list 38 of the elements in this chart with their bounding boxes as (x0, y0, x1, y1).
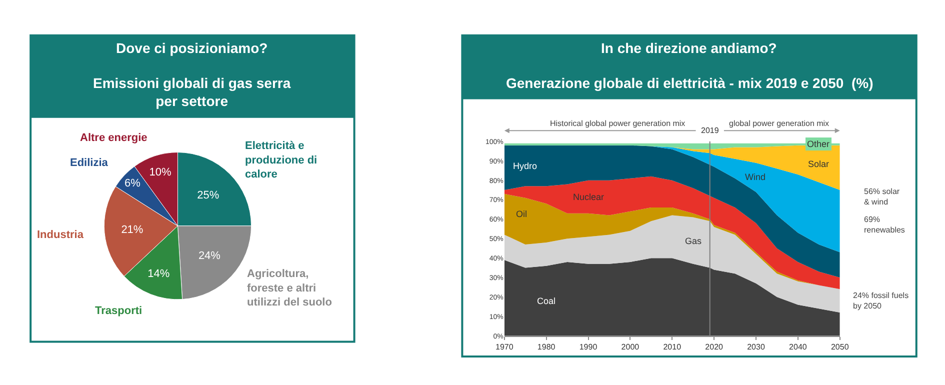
data-label: 10% (149, 166, 172, 178)
data-label: 24% (198, 250, 221, 262)
text: 69% renewables (864, 215, 905, 234)
slice-label: Agricoltura, foreste e altri utilizzi del suolo (247, 268, 332, 309)
series-label: Nuclear (573, 192, 604, 202)
x-tick-label: 2020 (705, 342, 724, 352)
ref-line-label: 2019 (701, 126, 720, 135)
x-tick-label: 2010 (663, 342, 682, 352)
x-tick-label: 1980 (537, 342, 556, 352)
x-tick-label: 1970 (495, 342, 514, 352)
chart-subtitle: Emissioni globali di gas serra per settore (93, 75, 291, 110)
text: 24% fossil fuels by 2050 (853, 291, 909, 310)
chart-title: In che direzione andiamo? (601, 40, 777, 56)
x-tick-label: 2040 (789, 342, 808, 352)
text: global power generation mix (729, 119, 830, 128)
text: Historical global power generation mix (550, 119, 686, 128)
series-label: Solar (808, 159, 830, 169)
series-label: Wind (745, 172, 766, 182)
series-label: Coal (537, 296, 556, 306)
slice-label: Elettricità e produzione di calore (245, 140, 318, 181)
chart-subtitle: Generazione globale di elettricità - mix 2019 e 2050 (%) (506, 75, 874, 91)
x-tick-label: 2050 (830, 342, 850, 352)
x-tick-label: 1990 (579, 342, 598, 352)
series-label: Hydro (513, 161, 538, 171)
text: 56% solar & wind (864, 187, 900, 206)
data-label: 21% (121, 224, 144, 236)
x-tick-label: 2000 (621, 342, 640, 352)
slice-label: Altre energie (80, 132, 148, 144)
slice-label: Edilizia (70, 157, 109, 169)
series-label: Oil (516, 209, 527, 219)
chart-title: Dove ci posizioniamo? (116, 40, 268, 56)
x-tick-label: 2030 (747, 342, 766, 352)
slice-label: Industria (37, 229, 84, 241)
data-label: 6% (124, 177, 141, 190)
series-label: Gas (685, 236, 702, 246)
data-label: 25% (197, 189, 220, 202)
data-label: 14% (148, 268, 170, 280)
slice-label: Trasporti (95, 305, 142, 317)
